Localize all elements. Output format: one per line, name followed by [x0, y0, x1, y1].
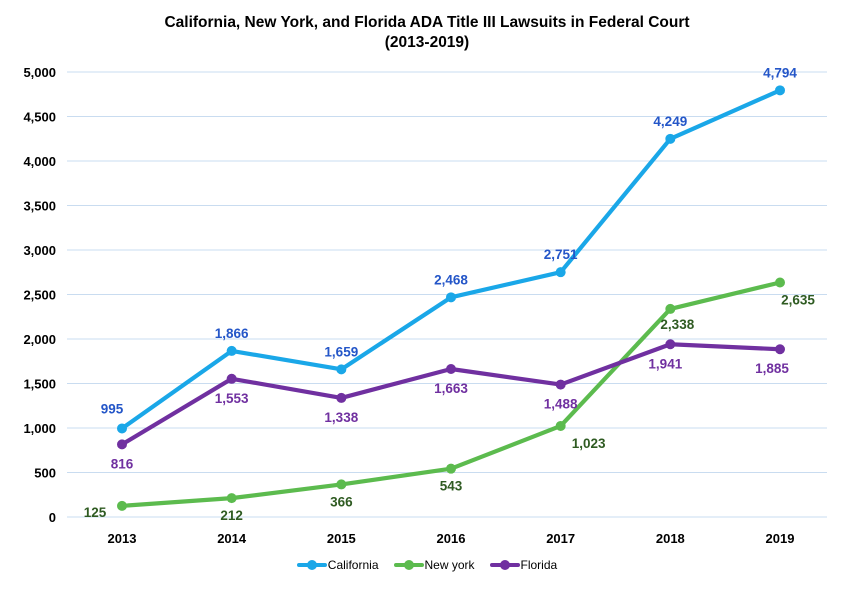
- data-label-new-york: 543: [440, 479, 463, 494]
- y-axis-tick-label: 3,500: [23, 199, 56, 214]
- y-axis-tick-label: 3,000: [23, 243, 56, 258]
- series-line-california: [119, 88, 783, 431]
- data-point-marker-florida: [555, 379, 566, 390]
- y-axis-tick-label: 1,500: [23, 377, 56, 392]
- data-point-marker-florida: [226, 373, 237, 384]
- data-label-florida: 1,885: [755, 361, 789, 376]
- data-label-florida: 1,338: [324, 410, 358, 425]
- y-axis-tick-label: 0: [49, 510, 56, 525]
- data-label-new-york: 2,338: [660, 317, 694, 332]
- y-axis-tick-label: 2,500: [23, 288, 56, 303]
- legend-line-marker-icon: [296, 560, 327, 571]
- data-point-marker-new-york: [336, 479, 347, 490]
- legend-item-new-york: New york: [393, 558, 475, 572]
- data-label-florida: 1,663: [434, 381, 468, 396]
- data-label-california: 1,866: [215, 326, 249, 341]
- y-axis-tick-label: 500: [34, 466, 56, 481]
- data-point-marker-new-york: [446, 463, 456, 474]
- data-point-marker-california: [665, 133, 676, 144]
- chart-title-block: California, New York, and Florida ADA Ti…: [0, 13, 854, 53]
- data-label-florida: 816: [111, 456, 134, 471]
- data-label-florida: 1,941: [648, 356, 682, 371]
- data-point-marker-california: [336, 364, 347, 375]
- data-point-marker-new-york: [117, 500, 127, 511]
- y-axis-tick-label: 1,000: [23, 421, 56, 436]
- legend-item-florida: Florida: [489, 558, 558, 572]
- x-axis-tick-label: 2019: [766, 531, 795, 546]
- x-axis-tick-label: 2014: [217, 531, 247, 546]
- data-label-florida: 1,553: [215, 391, 249, 406]
- legend-line-marker-icon: [393, 560, 424, 571]
- data-label-florida: 1,488: [544, 397, 578, 412]
- data-label-new-york: 125: [84, 505, 107, 520]
- data-point-marker-california: [117, 423, 127, 434]
- legend-label: California: [327, 558, 379, 572]
- y-axis-tick-label: 2,000: [23, 332, 56, 347]
- data-label-california: 4,794: [763, 65, 797, 80]
- data-label-california: 995: [101, 401, 124, 416]
- x-axis-tick-label: 2016: [437, 531, 466, 546]
- y-axis-tick-label: 4,000: [23, 154, 56, 169]
- data-point-marker-california: [775, 85, 785, 96]
- x-axis-tick-label: 2013: [108, 531, 137, 546]
- x-axis-tick-label: 2018: [656, 531, 685, 546]
- legend-label: New york: [424, 558, 475, 572]
- data-label-california: 4,249: [653, 114, 687, 129]
- chart-legend: California New york Florida: [0, 558, 854, 572]
- chart-subtitle: (2013-2019): [384, 34, 470, 51]
- data-point-marker-new-york: [555, 420, 566, 431]
- x-axis-tick-label: 2015: [327, 531, 356, 546]
- data-point-marker-california: [226, 345, 237, 356]
- y-axis-tick-label: 4,500: [23, 110, 56, 125]
- data-point-marker-florida: [775, 344, 785, 355]
- data-point-marker-new-york: [665, 303, 676, 314]
- data-point-marker-new-york: [775, 277, 785, 288]
- x-axis-tick-label: 2017: [546, 531, 575, 546]
- data-label-california: 1,659: [324, 344, 358, 359]
- data-label-california: 2,751: [544, 247, 578, 262]
- data-label-california: 2,468: [434, 272, 468, 287]
- legend-item-california: California: [296, 558, 379, 572]
- chart-title: California, New York, and Florida ADA Ti…: [164, 14, 690, 31]
- legend-label: Florida: [520, 558, 558, 572]
- data-label-new-york: 366: [330, 494, 353, 509]
- data-point-marker-florida: [446, 363, 456, 374]
- data-point-marker-florida: [117, 439, 127, 450]
- data-label-new-york: 1,023: [572, 436, 606, 451]
- data-point-marker-new-york: [226, 493, 237, 504]
- data-label-new-york: 2,635: [781, 292, 815, 307]
- data-label-new-york: 212: [220, 508, 243, 523]
- data-point-marker-florida: [336, 392, 347, 403]
- legend-line-marker-icon: [489, 560, 520, 571]
- data-point-marker-california: [446, 292, 456, 303]
- data-point-marker-california: [555, 267, 566, 278]
- data-point-marker-florida: [665, 339, 676, 350]
- y-axis-tick-label: 5,000: [23, 65, 56, 80]
